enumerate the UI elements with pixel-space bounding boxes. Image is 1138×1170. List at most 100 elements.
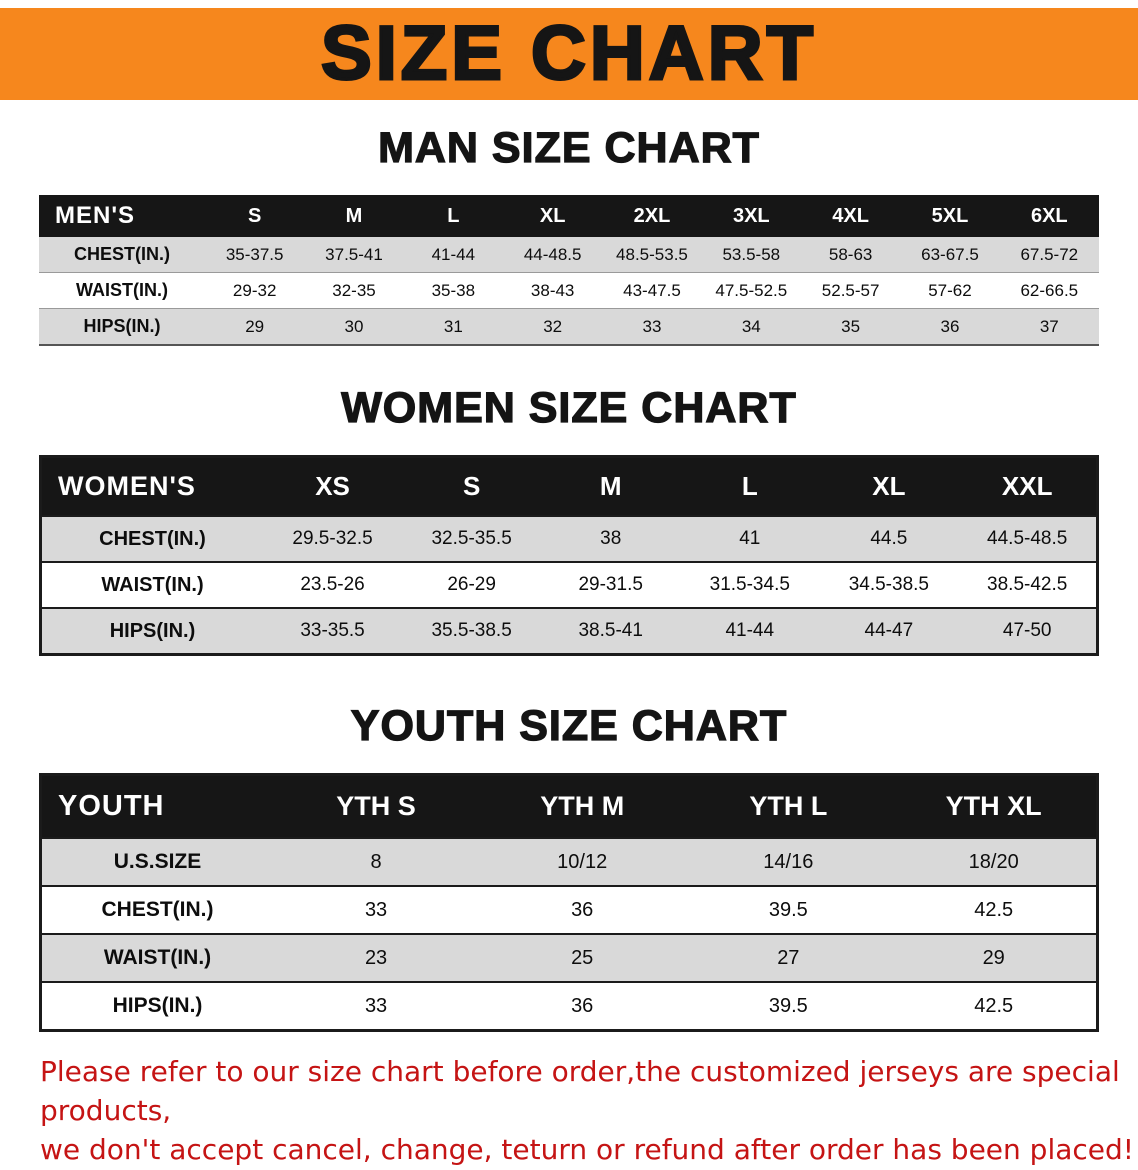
men-size-chart-section: MAN SIZE CHART MEN'S S M L XL 2XL 3XL 4XL 5XL 6XL… <box>0 123 1138 346</box>
size-value: 26-29 <box>402 562 542 608</box>
men-size-table: MEN'S S M L XL 2XL 3XL 4XL 5XL 6XL CHEST(IN.) 35-37… <box>39 195 1099 346</box>
youth-size-chart-section: YOUTH SIZE CHART YOUTH YTH S YTH M YTH L YTH… <box>0 701 1138 1032</box>
women-size-table: WOMEN'S XS S M L XL XXL CHEST(IN.) 29.5-32.5 32.5… <box>39 455 1099 656</box>
size-column-header: S <box>205 195 305 237</box>
title-banner: SIZE CHART <box>0 8 1138 100</box>
measure-label: WAIST(IN.) <box>40 562 263 608</box>
size-value: 35.5-38.5 <box>402 608 542 655</box>
measure-label: HIPS(IN.) <box>40 982 273 1031</box>
size-value: 29-31.5 <box>541 562 681 608</box>
table-row: CHEST(IN.) 35-37.5 37.5-41 41-44 44-48.5 48.5… <box>39 237 1099 273</box>
size-value: 52.5-57 <box>800 272 901 309</box>
size-value: 8 <box>273 838 480 886</box>
size-value: 67.5-72 <box>999 237 1099 273</box>
size-value: 34.5-38.5 <box>819 562 959 608</box>
page-title: SIZE CHART <box>320 11 817 96</box>
size-value: 41 <box>680 516 820 562</box>
size-value: 35-38 <box>403 272 503 309</box>
size-value: 10/12 <box>479 838 686 886</box>
measure-label: CHEST(IN.) <box>40 516 263 562</box>
size-column-header: 4XL <box>800 195 901 237</box>
size-value: 47-50 <box>958 608 1098 655</box>
table-row: CHEST(IN.) 29.5-32.5 32.5-35.5 38 41 44.5 44.5… <box>40 516 1098 562</box>
size-value: 58-63 <box>800 237 901 273</box>
size-column-header: XXL <box>958 456 1098 516</box>
size-value: 31.5-34.5 <box>680 562 820 608</box>
size-value: 36 <box>900 308 1000 345</box>
measure-label: WAIST(IN.) <box>40 934 273 982</box>
size-value: 18/20 <box>891 838 1098 886</box>
size-value: 27 <box>685 934 892 982</box>
size-value: 30 <box>304 308 404 345</box>
youth-size-table: YOUTH YTH S YTH M YTH L YTH XL U.S.SIZE 8 10/12… <box>39 773 1099 1032</box>
size-value: 44-47 <box>819 608 959 655</box>
disclaimer-line-2: we don't accept cancel, change, teturn o… <box>40 1133 1135 1167</box>
size-column-header: M <box>541 456 681 516</box>
size-value: 38 <box>541 516 681 562</box>
size-value: 36 <box>479 886 686 934</box>
size-column-header: 5XL <box>900 195 1000 237</box>
table-group-label: MEN'S <box>39 195 205 237</box>
size-value: 42.5 <box>891 982 1098 1031</box>
table-row: HIPS(IN.) 33 36 39.5 42.5 <box>40 982 1098 1031</box>
measure-label: WAIST(IN.) <box>39 272 205 309</box>
size-value: 44-48.5 <box>502 237 603 273</box>
youth-section-heading: YOUTH SIZE CHART <box>350 701 788 750</box>
size-value: 38.5-41 <box>541 608 681 655</box>
size-value: 34 <box>701 308 801 345</box>
size-value: 23 <box>273 934 480 982</box>
table-row: U.S.SIZE 8 10/12 14/16 18/20 <box>40 838 1098 886</box>
measure-label: HIPS(IN.) <box>39 308 205 345</box>
size-value: 37 <box>999 308 1099 345</box>
table-row: WAIST(IN.) 23.5-26 26-29 29-31.5 31.5-34.5 34… <box>40 562 1098 608</box>
size-column-header: YTH XL <box>891 774 1098 838</box>
size-value: 33 <box>273 886 480 934</box>
disclaimer-line-1: Please refer to our size chart before or… <box>40 1055 1120 1128</box>
size-value: 32-35 <box>304 272 404 309</box>
size-column-header: L <box>403 195 503 237</box>
size-column-header: 2XL <box>602 195 702 237</box>
disclaimer-text: Please refer to our size chart before or… <box>40 1052 1138 1170</box>
size-value: 39.5 <box>685 886 892 934</box>
size-value: 62-66.5 <box>999 272 1099 309</box>
size-column-header: M <box>304 195 404 237</box>
size-column-header: S <box>402 456 542 516</box>
size-value: 43-47.5 <box>602 272 702 309</box>
size-value: 44.5 <box>819 516 959 562</box>
size-value: 63-67.5 <box>900 237 1000 273</box>
size-value: 53.5-58 <box>701 237 801 273</box>
size-value: 29 <box>891 934 1098 982</box>
men-section-heading: MAN SIZE CHART <box>377 123 760 172</box>
size-column-header: XL <box>819 456 959 516</box>
size-value: 33 <box>273 982 480 1031</box>
size-value: 44.5-48.5 <box>958 516 1098 562</box>
women-size-chart-section: WOMEN SIZE CHART WOMEN'S XS S M L XL XXL CHEST(… <box>0 383 1138 656</box>
table-header-row: YOUTH YTH S YTH M YTH L YTH XL <box>40 774 1098 838</box>
size-column-header: YTH M <box>479 774 686 838</box>
measure-label: CHEST(IN.) <box>39 237 205 273</box>
size-value: 36 <box>479 982 686 1031</box>
size-value: 42.5 <box>891 886 1098 934</box>
size-value: 35-37.5 <box>205 237 305 273</box>
table-row: HIPS(IN.) 29 30 31 32 33 34 35 36 37 <box>39 308 1099 345</box>
table-row: CHEST(IN.) 33 36 39.5 42.5 <box>40 886 1098 934</box>
measure-label: HIPS(IN.) <box>40 608 263 655</box>
size-value: 14/16 <box>685 838 892 886</box>
size-column-header: 6XL <box>999 195 1099 237</box>
size-value: 33-35.5 <box>263 608 403 655</box>
table-row: WAIST(IN.) 29-32 32-35 35-38 38-43 43-47.5 47.… <box>39 272 1099 309</box>
size-column-header: XL <box>502 195 603 237</box>
size-value: 41-44 <box>680 608 820 655</box>
table-group-label: WOMEN'S <box>40 456 263 516</box>
size-value: 38-43 <box>502 272 603 309</box>
size-chart-page: SIZE CHART MAN SIZE CHART MEN'S S M L XL 2XL 3… <box>0 8 1138 1166</box>
size-value: 47.5-52.5 <box>701 272 801 309</box>
table-row: HIPS(IN.) 33-35.5 35.5-38.5 38.5-41 41-44 44-… <box>40 608 1098 655</box>
size-value: 32 <box>502 308 603 345</box>
size-value: 37.5-41 <box>304 237 404 273</box>
size-value: 29-32 <box>205 272 305 309</box>
size-value: 38.5-42.5 <box>958 562 1098 608</box>
size-value: 25 <box>479 934 686 982</box>
size-value: 31 <box>403 308 503 345</box>
size-value: 29.5-32.5 <box>263 516 403 562</box>
